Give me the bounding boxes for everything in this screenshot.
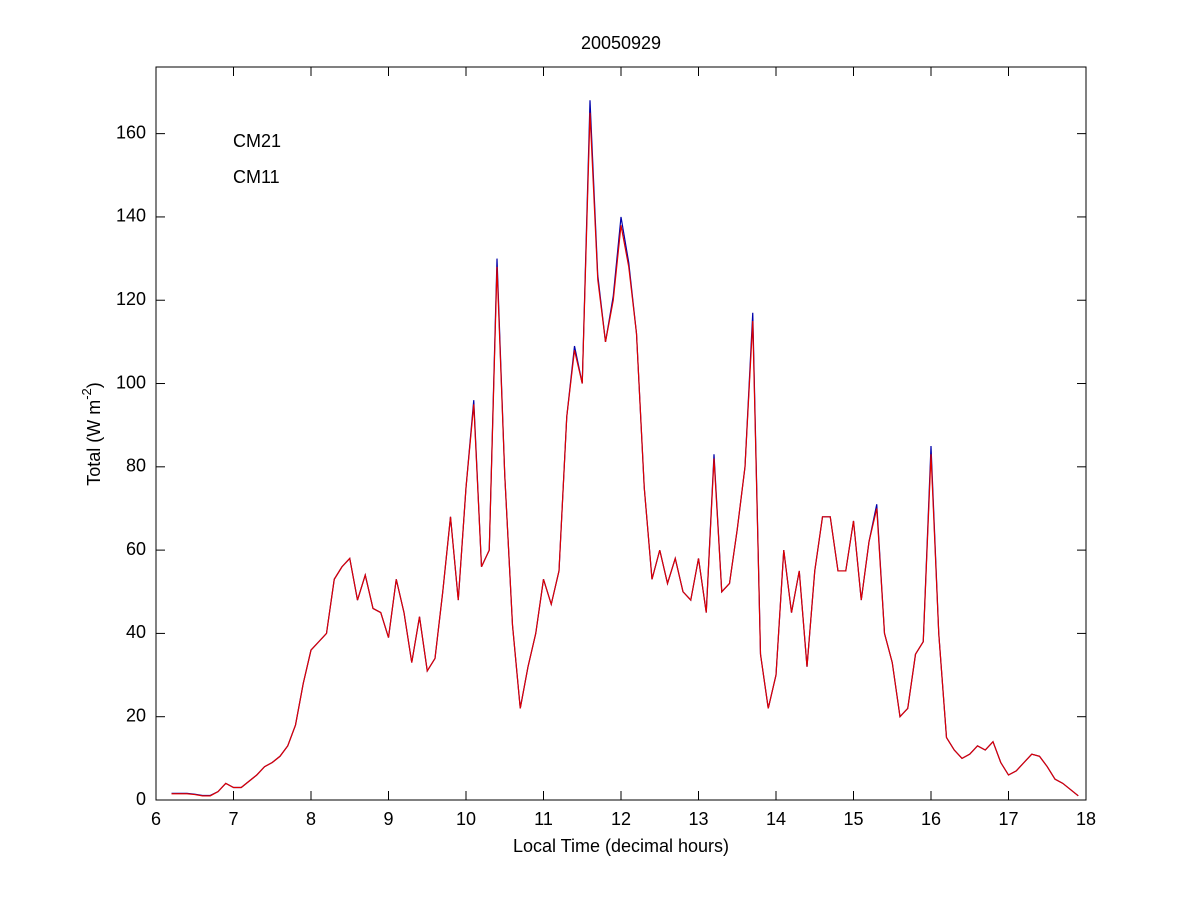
x-axis-label: Local Time (decimal hours) bbox=[513, 836, 729, 856]
y-tick-label: 140 bbox=[116, 206, 146, 226]
data-line bbox=[171, 112, 1079, 797]
x-tick-label: 8 bbox=[306, 809, 316, 829]
y-tick-label: 80 bbox=[126, 456, 146, 476]
x-tick-label: 12 bbox=[611, 809, 631, 829]
x-tick-label: 9 bbox=[383, 809, 393, 829]
y-label-end: ) bbox=[84, 382, 104, 388]
x-tick-label: 7 bbox=[228, 809, 238, 829]
y-tick-label: 0 bbox=[136, 789, 146, 809]
x-tick-label: 16 bbox=[921, 809, 941, 829]
x-tick-label: 6 bbox=[151, 809, 161, 829]
y-tick-label: 120 bbox=[116, 289, 146, 309]
y-tick-label: 60 bbox=[126, 539, 146, 559]
y-tick-label: 20 bbox=[126, 705, 146, 725]
y-tick-label: 40 bbox=[126, 622, 146, 642]
legend-entry: CM11 bbox=[233, 167, 280, 187]
x-tick-label: 14 bbox=[766, 809, 786, 829]
x-tick-label: 15 bbox=[843, 809, 863, 829]
plot-area bbox=[155, 66, 1087, 801]
x-tick-label: 11 bbox=[534, 809, 553, 829]
y-tick-label: 160 bbox=[116, 122, 146, 142]
x-tick-label: 18 bbox=[1076, 809, 1096, 829]
chart-title: 20050929 bbox=[581, 33, 661, 53]
y-axis-label: Total (W m-2) bbox=[79, 382, 103, 486]
legend-entry: CM21 bbox=[233, 131, 281, 151]
x-tick-label: 10 bbox=[456, 809, 476, 829]
y-tick-label: 100 bbox=[116, 372, 146, 392]
y-label-superscript: -2 bbox=[79, 388, 94, 400]
y-label-text: Total (W m bbox=[84, 400, 104, 486]
x-tick-label: 13 bbox=[688, 809, 708, 829]
x-tick-label: 17 bbox=[998, 809, 1018, 829]
